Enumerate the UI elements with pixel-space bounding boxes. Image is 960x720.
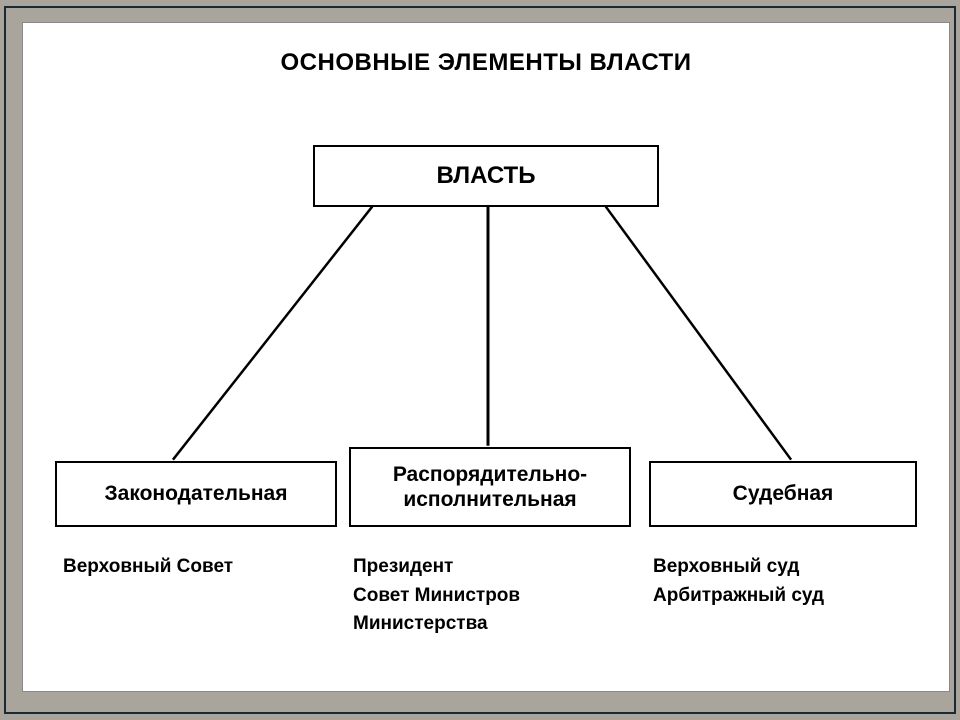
node-root: ВЛАСТЬ xyxy=(313,145,659,207)
node-legislative: Законодательная xyxy=(55,461,337,527)
node-judicial: Судебная xyxy=(649,461,917,527)
edge-judicial xyxy=(606,206,791,459)
node-executive: Распорядительно- исполнительная xyxy=(349,447,631,527)
diagram-stage: ОСНОВНЫЕ ЭЛЕМЕНТЫ ВЛАСТИ ВЛАСТЬ Законода… xyxy=(23,23,949,691)
slide-background: ОСНОВНЫЕ ЭЛЕМЕНТЫ ВЛАСТИ ВЛАСТЬ Законода… xyxy=(0,0,960,720)
edge-legislative xyxy=(173,206,372,459)
diagram-title: ОСНОВНЫЕ ЭЛЕМЕНТЫ ВЛАСТИ xyxy=(23,49,949,77)
caption-judicial: Верховный суд Арбитражный суд xyxy=(653,553,824,610)
diagram-paper: ОСНОВНЫЕ ЭЛЕМЕНТЫ ВЛАСТИ ВЛАСТЬ Законода… xyxy=(22,22,950,692)
caption-executive: Президент Совет Министров Министерства xyxy=(353,553,520,639)
slide-border: ОСНОВНЫЕ ЭЛЕМЕНТЫ ВЛАСТИ ВЛАСТЬ Законода… xyxy=(4,6,956,714)
caption-legislative: Верховный Совет xyxy=(63,553,233,582)
